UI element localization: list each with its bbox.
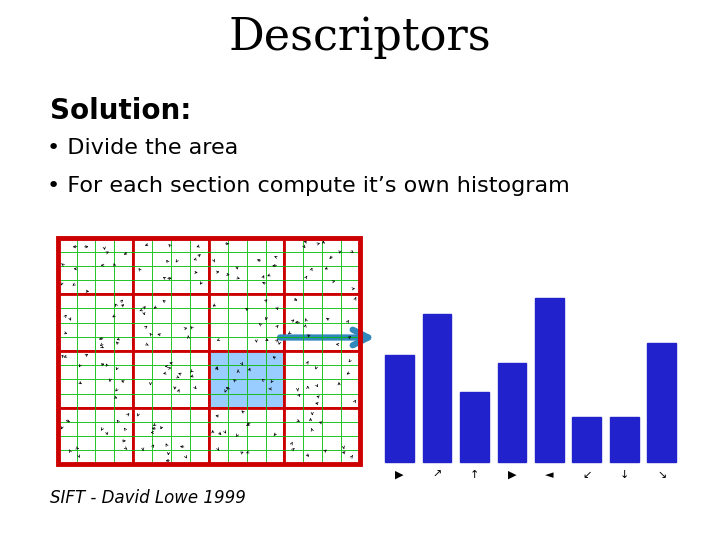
Bar [133,351,209,408]
Bar [58,408,133,464]
Text: ▶: ▶ [395,470,404,480]
Text: ↗: ↗ [432,470,442,480]
Text: ↙: ↙ [582,470,592,480]
Bar [460,392,489,462]
Text: • For each section compute it’s own histogram: • For each section compute it’s own hist… [47,176,570,195]
Text: Descriptors: Descriptors [229,16,491,59]
Bar [209,238,284,294]
Bar [209,351,284,408]
Bar [58,238,360,464]
Bar [58,351,133,408]
Bar [498,363,526,462]
Bar [423,314,451,462]
Bar [284,408,360,464]
Text: • Divide the area: • Divide the area [47,138,238,158]
Bar [385,355,414,462]
Text: ◄: ◄ [545,470,554,480]
Text: ↓: ↓ [619,470,629,480]
Bar [209,294,284,351]
Bar [610,416,639,462]
Text: Solution:: Solution: [50,97,192,125]
Bar [133,238,209,294]
Bar [572,416,601,462]
Text: SIFT - David Lowe 1999: SIFT - David Lowe 1999 [50,489,246,507]
Text: ↘: ↘ [657,470,667,480]
Text: ↑: ↑ [469,470,480,480]
Bar [133,408,209,464]
Bar [284,351,360,408]
Text: ▶: ▶ [508,470,516,480]
Bar [647,343,676,462]
Bar [284,294,360,351]
Bar [209,408,284,464]
Bar [535,298,564,462]
Bar [133,294,209,351]
Bar [58,238,133,294]
Bar [284,238,360,294]
Bar [58,294,133,351]
